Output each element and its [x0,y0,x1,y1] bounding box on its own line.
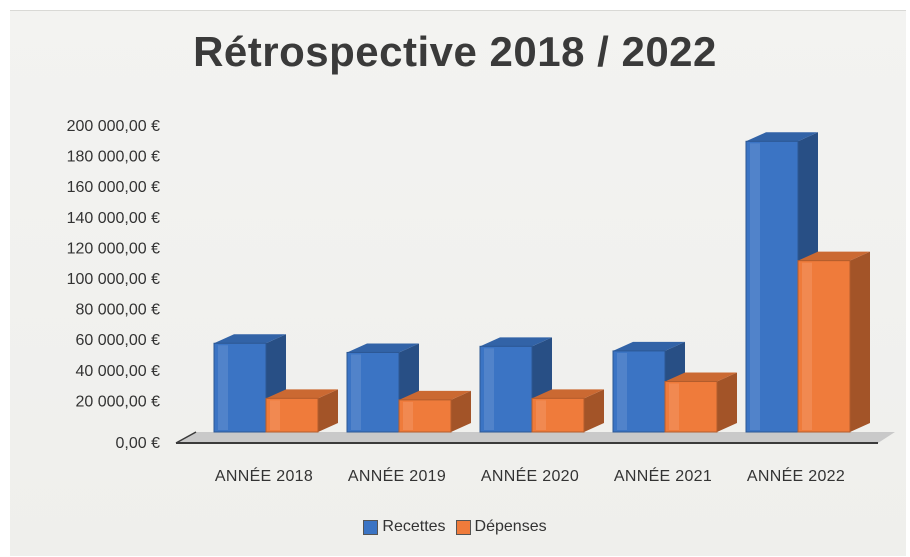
y-tick-label: 60 000,00 € [75,332,160,349]
y-tick-label: 0,00 € [116,435,161,452]
y-tick-label: 120 000,00 € [67,240,161,257]
bar-depenses [531,389,604,433]
floor-edge-left [175,431,197,444]
chart-floor [176,432,895,443]
bar-recettes [745,132,818,433]
bar-depenses [664,372,737,433]
chart-title: Rétrospective 2018 / 2022 [193,28,717,75]
y-tick-label: 200 000,00 € [67,118,161,135]
bar-depenses [398,390,471,433]
x-category-label: ANNÉE 2022 [747,466,845,485]
chart-legend: Recettes Dépenses [0,518,910,536]
legend-label-depenses: Dépenses [474,518,547,535]
legend-swatch-recettes [363,519,379,535]
bar-depenses [265,389,338,433]
legend-item-depenses: Dépenses [455,518,547,536]
y-tick-label: 20 000,00 € [75,393,160,410]
legend-label-recettes: Recettes [382,518,446,535]
y-tick-label: 80 000,00 € [75,302,160,319]
legend-item-recettes: Recettes [363,518,446,536]
y-tick-label: 180 000,00 € [67,149,161,166]
x-category-label: ANNÉE 2020 [481,466,579,485]
bar-depenses [797,251,870,433]
y-tick-label: 140 000,00 € [67,210,161,227]
x-category-label: ANNÉE 2019 [348,466,446,485]
y-tick-label: 40 000,00 € [75,363,160,380]
x-category-label: ANNÉE 2018 [215,466,313,485]
y-tick-label: 100 000,00 € [67,271,161,288]
y-tick-label: 160 000,00 € [67,179,161,196]
bar-recettes [346,343,419,433]
legend-swatch-depenses [455,519,471,535]
x-category-label: ANNÉE 2021 [614,466,712,485]
